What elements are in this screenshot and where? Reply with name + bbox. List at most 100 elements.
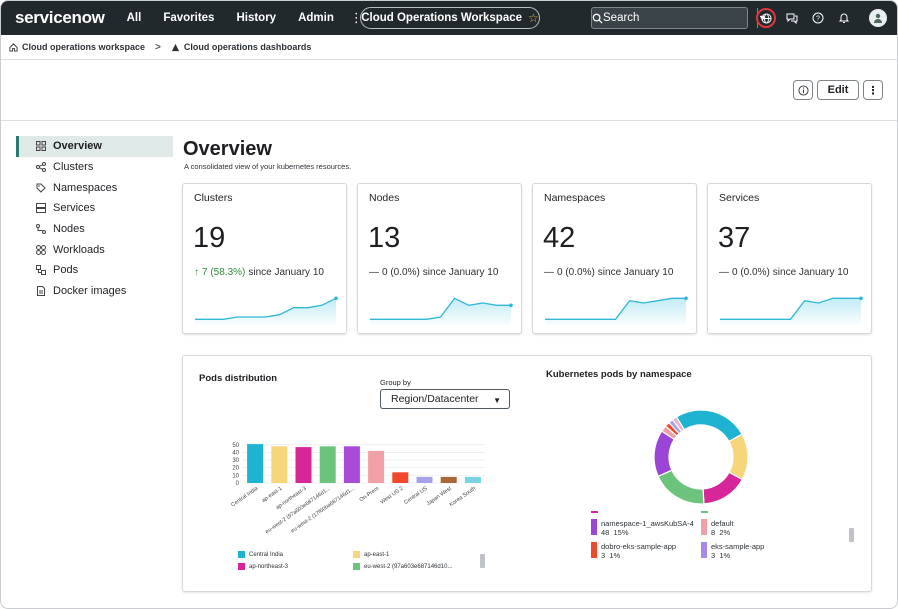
sidebar-item-docker-images[interactable]: Docker images — [16, 281, 173, 302]
workspace-title: Cloud Operations Workspace — [361, 12, 523, 24]
legend-label: ap-northeast-3 — [249, 563, 289, 570]
search-input[interactable] — [603, 12, 757, 24]
workspace-pill[interactable]: Cloud Operations Workspace ☆ — [360, 7, 540, 29]
dashboard-actionbar: Edit ⋮ — [1, 60, 897, 121]
bar[interactable] — [464, 476, 481, 483]
legend-swatch — [701, 511, 708, 513]
group-by-label: Group by — [380, 378, 411, 387]
chevron-down-icon: ▼ — [493, 396, 501, 405]
legend-swatch — [591, 542, 597, 558]
nav-more-icon[interactable]: ⋮ — [349, 10, 363, 25]
sparkline-area — [720, 298, 861, 325]
y-tick-label: 30 — [232, 458, 239, 464]
bar[interactable] — [392, 472, 409, 483]
namespace-count: 3 — [711, 551, 716, 560]
namespace-legend: namespace-1_awsKubSA-4 48 15% default 8 2% d… — [591, 511, 851, 581]
bar[interactable] — [440, 476, 457, 483]
pod-icon — [36, 265, 46, 276]
bell-icon[interactable] — [836, 10, 852, 26]
bar[interactable] — [271, 446, 288, 483]
namespace-percent: 1% — [719, 551, 731, 560]
workload-icon — [36, 244, 46, 255]
help-icon[interactable]: ? — [810, 10, 826, 26]
kpi-card-since: since January 10 — [597, 267, 674, 278]
legend-item[interactable]: Central India — [238, 551, 283, 558]
user-avatar[interactable] — [869, 9, 887, 27]
kpi-card-services[interactable]: Services 37 —0 (0.0%) since January 10 — [707, 183, 872, 334]
kpi-card-nodes[interactable]: Nodes 13 —0 (0.0%) since January 10 — [357, 183, 522, 334]
globe-icon[interactable] — [756, 8, 776, 28]
sidebar-item-pods[interactable]: Pods — [16, 260, 173, 281]
sparkline-endpoint — [509, 303, 513, 308]
legend-item[interactable]: ap-northeast-3 — [238, 563, 288, 570]
kpi-card-change: 0 (0.0%) — [732, 267, 770, 278]
group-by-select[interactable]: Region/Datacenter ▼ — [380, 389, 510, 409]
breadcrumb-dashboards[interactable]: Cloud operations dashboards — [171, 42, 311, 52]
namespace-percent: 15% — [613, 528, 629, 537]
grid-icon — [36, 141, 46, 152]
nav-admin[interactable]: Admin — [298, 12, 334, 24]
global-search[interactable]: ▼ — [591, 7, 767, 29]
kpi-card-clusters[interactable]: Clusters 19 ↑ 7 (58.3%) since January 10 — [182, 183, 347, 334]
info-button[interactable] — [793, 80, 813, 100]
namespace-percent: 1% — [609, 551, 621, 560]
namespace-legend-item[interactable]: dobro-eks-sample-app 3 1% — [591, 542, 676, 560]
namespace-percent: 2% — [719, 528, 731, 537]
edit-button[interactable]: Edit — [817, 80, 859, 100]
donut-slice[interactable] — [671, 416, 686, 433]
legend-item[interactable]: eu-west-2 (97a603e687146d10... — [353, 563, 452, 570]
page-subtitle: A consolidated view of your kubernetes r… — [184, 162, 352, 171]
nav-favorites[interactable]: Favorites — [163, 12, 215, 24]
donut-slice[interactable] — [702, 471, 744, 505]
x-tick-label: On-Prem — [359, 485, 381, 503]
bar[interactable] — [319, 446, 336, 483]
bar[interactable] — [247, 444, 264, 483]
legend-scrollbar[interactable] — [480, 554, 485, 568]
namespace-name: dobro-eks-sample-app — [601, 542, 677, 551]
nav-history[interactable]: History — [236, 12, 277, 24]
namespace-count: 48 — [601, 528, 610, 537]
donut-slice[interactable] — [675, 409, 743, 443]
bar[interactable] — [343, 446, 360, 483]
namespace-legend-scrollbar[interactable] — [849, 528, 854, 542]
donut-slice[interactable] — [657, 469, 705, 505]
namespace-count: 3 — [601, 551, 606, 560]
sidebar-item-nodes[interactable]: Nodes — [16, 219, 173, 240]
namespace-legend-item[interactable]: eks-sample-app 3 1% — [701, 542, 764, 560]
more-actions-button[interactable]: ⋮ — [863, 80, 883, 100]
bar[interactable] — [416, 476, 433, 483]
sparkline-line — [545, 297, 686, 320]
namespace-legend-item[interactable]: namespace-1_awsKubSA-4 48 15% — [591, 519, 694, 537]
bar[interactable] — [368, 450, 385, 483]
breadcrumb: Cloud operations workspace > Cloud opera… — [1, 35, 897, 60]
namespace-count: 8 — [711, 528, 716, 537]
y-tick-label: 50 — [232, 443, 239, 449]
legend-label: eu-west-2 (97a603e687146d10... — [364, 563, 453, 570]
breadcrumb-workspace[interactable]: Cloud operations workspace — [9, 42, 145, 52]
kpi-card-delta: —0 (0.0%) since January 10 — [369, 267, 498, 278]
sidebar-item-namespaces[interactable]: Namespaces — [16, 177, 173, 198]
star-icon[interactable]: ☆ — [528, 11, 539, 25]
sidebar-item-workloads[interactable]: Workloads — [16, 239, 173, 260]
dash-icon: — — [719, 267, 729, 278]
sparkline-line — [195, 297, 337, 320]
donut-slice[interactable] — [728, 433, 749, 481]
y-tick-label: 10 — [232, 473, 239, 479]
nav-all[interactable]: All — [126, 12, 142, 24]
kpi-card-namespaces[interactable]: Namespaces 42 —0 (0.0%) since January 10 — [532, 183, 697, 334]
servicenow-logo[interactable]: servicenow — [15, 8, 105, 27]
bar[interactable] — [295, 447, 312, 483]
sidebar-item-clusters[interactable]: Clusters — [16, 157, 173, 178]
legend-swatch — [353, 563, 360, 570]
legend-item[interactable]: ap-east-1 — [353, 551, 389, 558]
sidebar-item-label: Workloads — [53, 243, 105, 256]
x-tick-label: Central India — [230, 485, 260, 508]
chat-icon[interactable] — [784, 10, 800, 26]
legend-swatch — [701, 542, 707, 558]
sidebar-item-services[interactable]: Services — [16, 198, 173, 219]
kpi-card-title: Namespaces — [544, 192, 606, 204]
namespace-stats: 48 15% — [601, 528, 694, 537]
sidebar-item-overview[interactable]: Overview — [16, 136, 173, 157]
namespace-legend-item[interactable]: default 8 2% — [701, 519, 734, 537]
